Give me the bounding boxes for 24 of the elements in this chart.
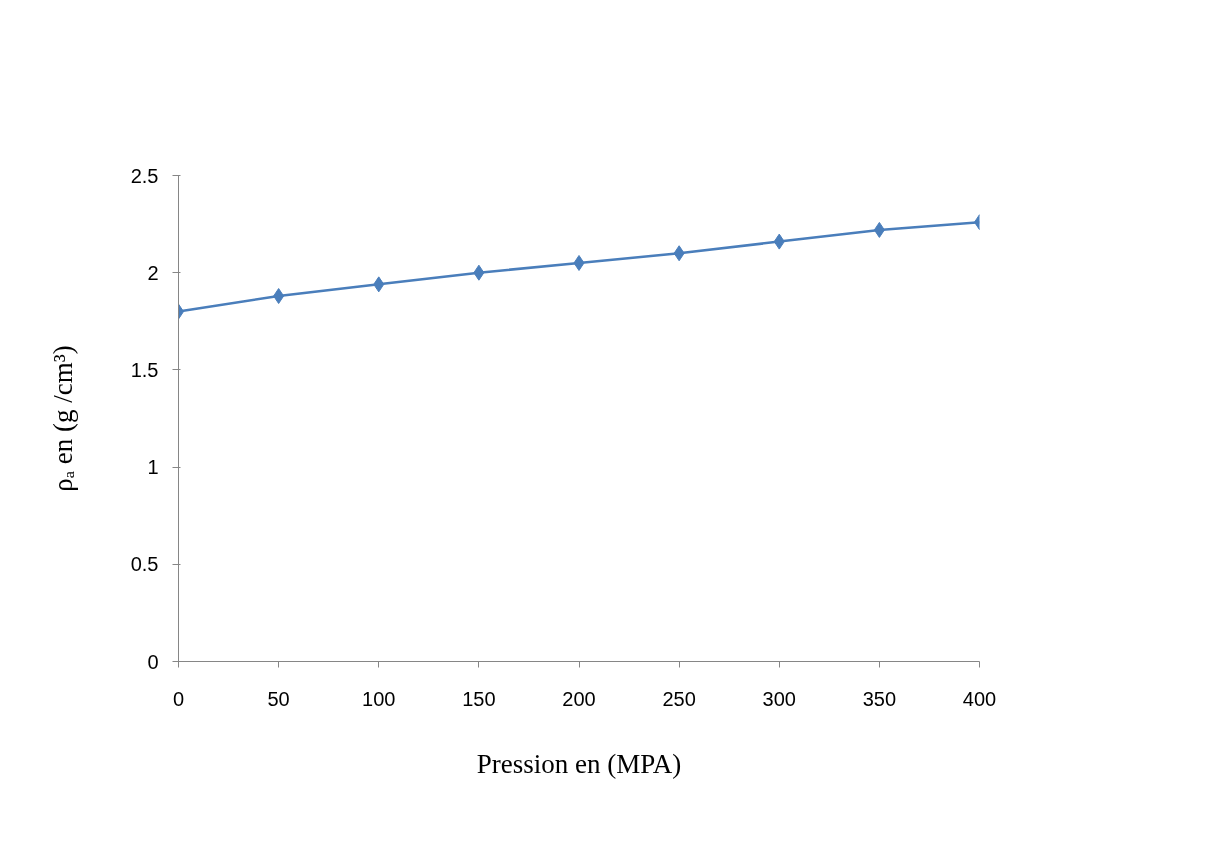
x-tick-label: 50 <box>267 687 290 710</box>
x-axis-title: Pression en (MPA) <box>476 748 682 779</box>
point <box>473 264 485 281</box>
point <box>573 254 585 271</box>
y-tick-label: 1 <box>147 456 159 479</box>
point <box>673 245 685 262</box>
y-tick-label: 0.5 <box>130 553 159 576</box>
point <box>773 233 785 250</box>
y-tick-label: 1.5 <box>130 358 159 381</box>
point <box>873 221 885 238</box>
point <box>373 276 385 293</box>
x-tick-label: 200 <box>562 687 596 710</box>
y-axis-title: ρₐ en (g /cm³) <box>47 345 78 492</box>
x-tick-label: 250 <box>662 687 696 710</box>
x-tick-label: 150 <box>462 687 496 710</box>
x-tick-label: 0 <box>172 687 185 710</box>
x-tick-label: 300 <box>762 687 796 710</box>
x-tick-label: 350 <box>862 687 897 710</box>
y-tick-label: 2.5 <box>130 164 159 187</box>
x-tick-label: 400 <box>962 687 997 710</box>
y-tick-label: 0 <box>147 650 159 673</box>
point <box>273 288 285 305</box>
y-tick-label: 2 <box>147 261 159 284</box>
x-tick-label: 100 <box>362 687 396 710</box>
